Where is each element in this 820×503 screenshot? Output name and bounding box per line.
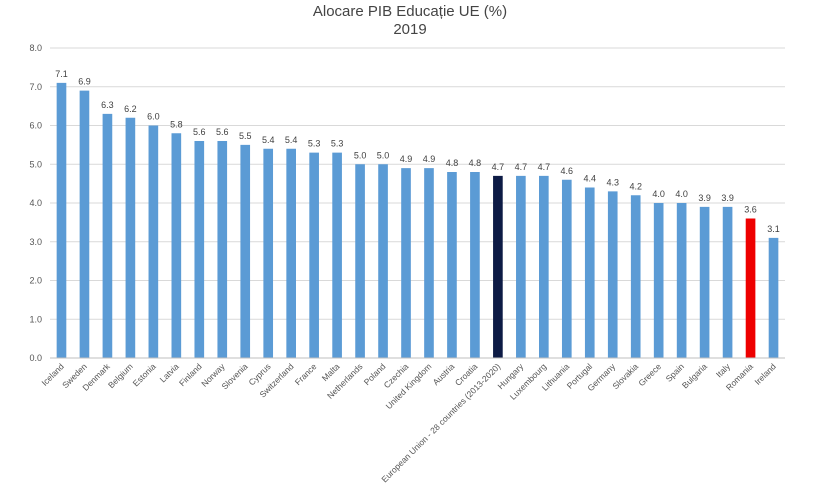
y-tick-label: 7.0 <box>29 82 42 92</box>
data-label: 5.8 <box>170 119 183 129</box>
bar <box>676 203 687 358</box>
y-tick-label: 1.0 <box>29 314 42 324</box>
x-tick-label: Slovenia <box>220 361 250 391</box>
chart-subtitle: 2019 <box>393 21 426 38</box>
bar <box>561 179 572 358</box>
bar <box>607 191 618 358</box>
bar <box>722 206 733 358</box>
y-tick-label: 3.0 <box>29 237 42 247</box>
bar <box>584 187 595 358</box>
y-tick-label: 0.0 <box>29 353 42 363</box>
x-tick-label: Bulgaria <box>680 361 709 390</box>
gridlines <box>50 47 785 359</box>
x-tick-label: Slovakia <box>610 361 640 391</box>
bar <box>699 206 710 358</box>
bar <box>332 152 342 358</box>
bar <box>378 164 388 358</box>
data-label: 5.0 <box>377 150 390 160</box>
x-tick-label: Austria <box>431 361 457 387</box>
y-tick-label: 4.0 <box>29 198 42 208</box>
x-tick-label: Belgium <box>106 361 135 390</box>
bar <box>125 117 136 358</box>
x-tick-label: Finland <box>177 361 204 388</box>
bar <box>148 125 159 358</box>
data-label: 4.0 <box>652 189 665 199</box>
data-label: 5.6 <box>193 127 206 137</box>
y-tick-label: 8.0 <box>29 43 42 53</box>
data-label: 3.9 <box>698 193 711 203</box>
data-label: 4.2 <box>629 181 642 191</box>
data-label: 6.2 <box>124 104 137 114</box>
bar <box>263 148 274 358</box>
data-label: 4.9 <box>423 154 436 164</box>
data-label: 4.7 <box>515 162 528 172</box>
bar <box>309 152 319 358</box>
data-label: 5.3 <box>308 139 321 149</box>
bar <box>217 141 228 358</box>
chart-title: Alocare PIB Educație UE (%) <box>313 3 507 20</box>
data-label: 4.3 <box>606 177 619 187</box>
bar <box>424 168 434 358</box>
data-label: 7.1 <box>55 69 68 79</box>
x-tick-label: Italy <box>714 361 733 380</box>
bar <box>102 113 113 358</box>
x-tick-label: France <box>293 361 319 387</box>
data-label: 6.9 <box>78 77 91 87</box>
data-label: 4.9 <box>400 154 413 164</box>
x-tick-label: Ireland <box>752 361 778 387</box>
y-axis: 0.0 1.0 2.0 3.0 4.0 5.0 6.0 7.0 8.0 <box>29 43 42 363</box>
data-label: 3.9 <box>721 193 734 203</box>
data-label: 4.6 <box>561 166 574 176</box>
bar <box>653 203 664 358</box>
data-label: 4.8 <box>446 158 459 168</box>
data-label: 4.4 <box>584 174 597 184</box>
bar <box>516 175 526 358</box>
data-label: 6.0 <box>147 112 160 122</box>
bar <box>286 148 296 358</box>
bar <box>493 175 503 358</box>
bars <box>56 82 779 358</box>
bar <box>447 172 457 358</box>
y-tick-label: 6.0 <box>29 121 42 131</box>
data-label: 5.4 <box>262 135 275 145</box>
bar <box>401 168 411 358</box>
bar <box>171 133 182 358</box>
data-label: 5.6 <box>216 127 229 137</box>
data-label: 4.7 <box>492 162 505 172</box>
bar <box>355 164 365 358</box>
bar <box>745 218 756 358</box>
bar <box>56 82 67 358</box>
data-label: 4.8 <box>469 158 482 168</box>
x-tick-label: Estonia <box>131 361 158 388</box>
y-tick-label: 5.0 <box>29 159 42 169</box>
data-label: 3.6 <box>744 205 757 215</box>
bar <box>240 144 251 358</box>
data-label: 3.1 <box>767 224 780 234</box>
x-tick-label: Greece <box>636 361 663 388</box>
bar <box>470 172 480 358</box>
data-label: 6.3 <box>101 100 114 110</box>
data-label: 5.0 <box>354 150 367 160</box>
bar <box>539 175 549 358</box>
bar <box>194 141 205 358</box>
data-label: 5.5 <box>239 131 252 141</box>
y-tick-label: 2.0 <box>29 276 42 286</box>
data-label: 4.7 <box>538 162 551 172</box>
bar <box>79 90 90 358</box>
data-label: 5.3 <box>331 139 344 149</box>
data-label: 4.0 <box>675 189 688 199</box>
bar <box>768 237 779 358</box>
data-label: 5.4 <box>285 135 298 145</box>
bar <box>630 195 641 358</box>
data-labels: 7.1 6.9 6.3 6.2 6.0 5.8 5.6 5.6 5.5 5.4 5.4 5.3 5.3 5… <box>55 69 780 234</box>
